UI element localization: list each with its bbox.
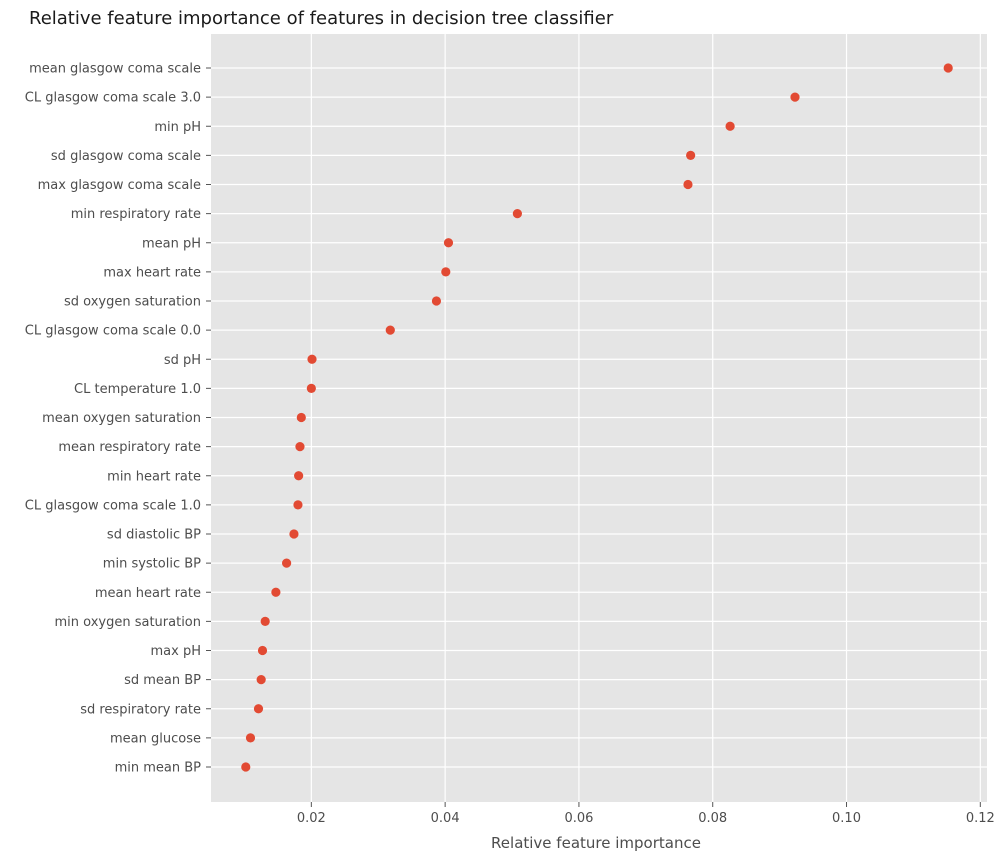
y-tick-label: max glasgow coma scale	[38, 178, 201, 193]
y-tick-label: mean pH	[142, 236, 201, 251]
chart-title: Relative feature importance of features …	[29, 8, 614, 29]
data-point	[683, 179, 693, 190]
data-point	[245, 733, 256, 743]
data-point	[443, 238, 454, 248]
y-tick-label: sd pH	[164, 353, 201, 368]
y-tick-label: sd glasgow coma scale	[51, 149, 201, 164]
x-axis-label: Relative feature importance	[491, 834, 701, 852]
data-point	[385, 325, 395, 335]
grid-lines	[211, 34, 987, 802]
data-point	[725, 121, 735, 131]
y-tick-label: min respiratory rate	[71, 207, 201, 222]
x-tick-label: 0.06	[564, 811, 593, 826]
x-tick-label: 0.04	[431, 811, 460, 826]
data-point	[295, 442, 305, 452]
y-tick-label: mean heart rate	[95, 586, 201, 601]
y-tick-label: min oxygen saturation	[55, 615, 202, 630]
data-point	[790, 92, 800, 102]
y-tick-label: sd mean BP	[124, 673, 201, 688]
x-tick-label: 0.10	[832, 811, 861, 826]
y-tick-label: max pH	[151, 644, 201, 659]
y-tick-label: min pH	[154, 120, 201, 135]
data-point	[307, 354, 317, 364]
x-tick-label: 0.02	[297, 811, 326, 826]
data-point	[241, 762, 251, 772]
y-tick-label: min heart rate	[107, 469, 201, 484]
x-tick-labels: 0.02 0.04 0.06 0.08 0.10 0.12	[297, 802, 995, 826]
data-point	[281, 558, 292, 568]
y-tick-label: CL glasgow coma scale 1.0	[25, 498, 201, 513]
data-point	[296, 412, 306, 423]
data-point	[271, 587, 281, 597]
y-tick-label: mean glucose	[110, 731, 201, 746]
data-point	[256, 675, 266, 685]
data-point	[441, 267, 451, 277]
data-point	[260, 616, 270, 626]
data-point	[512, 209, 522, 219]
data-point	[294, 471, 304, 481]
data-point	[686, 150, 696, 160]
data-point	[253, 704, 264, 714]
data-point	[306, 383, 316, 393]
y-tick-label: min mean BP	[115, 761, 202, 776]
y-tick-label: mean respiratory rate	[58, 440, 201, 455]
y-tick-label: min systolic BP	[103, 557, 201, 572]
x-tick-label: 0.12	[966, 811, 995, 826]
y-tick-label: sd diastolic BP	[107, 528, 201, 543]
y-tick-label: CL glasgow coma scale 0.0	[25, 324, 201, 339]
y-tick-label: mean glasgow coma scale	[29, 62, 201, 77]
y-tick-label: sd respiratory rate	[80, 702, 201, 717]
y-tick-label: max heart rate	[103, 265, 201, 280]
data-point	[257, 645, 268, 656]
data-point	[431, 296, 442, 306]
data-point	[293, 500, 303, 510]
y-tick-labels: mean glasgow coma scale CL glasgow coma s…	[25, 62, 211, 776]
y-tick-label: sd oxygen saturation	[64, 295, 201, 310]
y-tick-label: mean oxygen saturation	[42, 411, 201, 426]
data-point	[289, 529, 299, 539]
y-tick-label: CL temperature 1.0	[74, 382, 201, 397]
data-point	[943, 63, 953, 73]
x-tick-label: 0.08	[698, 811, 727, 826]
y-tick-label: CL glasgow coma scale 3.0	[25, 91, 201, 106]
data-points	[241, 63, 953, 772]
